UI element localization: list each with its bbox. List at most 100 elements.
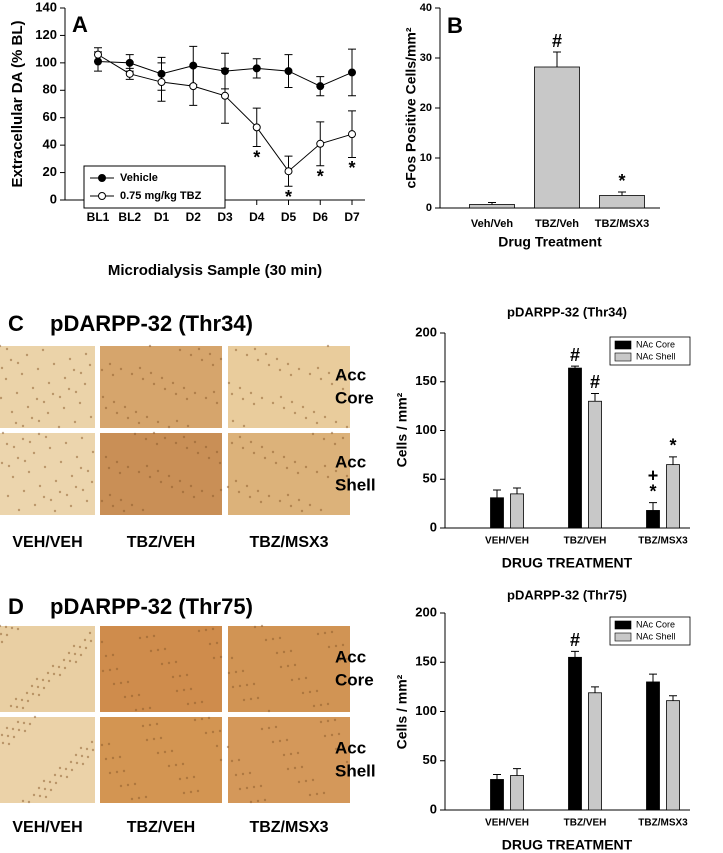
cell-dot	[323, 631, 327, 635]
cell-dot	[5, 726, 9, 730]
error-bar	[513, 768, 521, 776]
cell-dot	[204, 396, 208, 400]
annotation: *	[618, 171, 625, 191]
cell-dot	[148, 344, 152, 348]
cell-dot	[47, 679, 51, 683]
cell-dot	[62, 658, 66, 662]
cell-dot	[137, 470, 141, 474]
cell-dot	[80, 754, 84, 758]
cell-dot	[79, 746, 83, 750]
cell-dot	[130, 797, 134, 801]
cell-dot	[185, 776, 189, 780]
cell-dot	[90, 740, 94, 744]
panel-letter: A	[72, 12, 88, 37]
cell-dot	[167, 474, 171, 478]
cell-dot	[6, 494, 10, 498]
cell-dot	[145, 415, 149, 419]
cell-dot	[293, 411, 297, 415]
cell-dot	[315, 792, 319, 796]
cell-dot	[17, 508, 21, 512]
cell-dot	[4, 625, 8, 629]
cell-dot	[319, 508, 323, 512]
y-tick-label: 50	[423, 471, 437, 486]
cell-dot	[54, 479, 58, 483]
cell-dot	[238, 386, 242, 390]
cell-dot	[315, 421, 319, 425]
marker	[189, 82, 198, 91]
cell-dot	[319, 703, 323, 707]
cell-dot	[200, 489, 204, 493]
cell-dot	[80, 436, 84, 440]
x-tick-label: D6	[313, 210, 329, 224]
micrograph	[100, 717, 222, 803]
cell-dot	[289, 752, 293, 756]
cell-dot	[275, 651, 279, 655]
cell-dot	[234, 670, 238, 674]
cell-dot	[49, 788, 53, 792]
cell-dot	[72, 368, 76, 372]
cell-dot	[322, 791, 326, 795]
cell-dot	[219, 758, 223, 762]
cell-dot	[42, 686, 46, 690]
cell-dot	[12, 735, 16, 739]
cell-dot	[327, 371, 331, 375]
cell-dot	[9, 704, 13, 708]
cell-dot	[53, 773, 57, 777]
marker	[157, 78, 166, 87]
cell-dot	[341, 387, 345, 391]
cell-dot	[141, 724, 145, 728]
cell-dot	[115, 667, 119, 671]
cell-dot	[112, 400, 116, 404]
cell-dot	[104, 455, 108, 459]
marker	[316, 82, 325, 91]
cell-dot	[326, 719, 330, 723]
row-label: Core	[335, 388, 374, 407]
cell-dot	[263, 798, 267, 802]
cell-dot	[21, 799, 25, 803]
cell-dot	[155, 722, 159, 726]
cell-dot	[126, 465, 130, 469]
cell-dot	[41, 348, 45, 352]
annotation: +	[648, 465, 659, 485]
cell-dot	[285, 466, 289, 470]
cell-dot	[47, 381, 51, 385]
cell-dot	[0, 366, 4, 370]
cell-dot	[286, 664, 290, 668]
cell-dot	[74, 753, 78, 757]
bar	[646, 681, 660, 811]
legend-label: 0.75 mg/kg TBZ	[120, 190, 202, 202]
cell-dot	[67, 387, 71, 391]
cell-dot	[100, 499, 104, 503]
cell-dot	[138, 636, 142, 640]
cell-dot	[167, 425, 171, 429]
x-tick-label: D1	[154, 210, 170, 224]
annotation: #	[590, 372, 600, 392]
cell-dot	[72, 644, 76, 648]
cell-dot	[149, 371, 153, 375]
cell-dot	[234, 348, 238, 352]
cell-dot	[133, 782, 137, 786]
x-tick-label: TBZ/Veh	[535, 218, 579, 230]
cell-dot	[241, 446, 245, 450]
cell-dot	[193, 391, 197, 395]
y-tick-label: 60	[43, 109, 57, 124]
cell-dot	[279, 395, 283, 399]
row-label: Shell	[335, 761, 376, 780]
bar	[588, 400, 602, 529]
cell-dot	[304, 676, 308, 680]
panel-title: pDARPP-32 (Thr34)	[50, 311, 253, 336]
cell-dot	[1, 741, 5, 745]
annotation: *	[348, 158, 355, 178]
cell-dot	[75, 455, 79, 459]
cell-dot	[58, 490, 62, 494]
cell-dot	[345, 425, 349, 429]
cell-dot	[28, 440, 32, 444]
cell-dot	[90, 480, 94, 484]
cell-dot	[141, 508, 145, 512]
cell-dot	[107, 742, 111, 746]
cell-dot	[68, 357, 72, 361]
cell-dot	[189, 353, 193, 357]
cell-dot	[12, 445, 16, 449]
cell-dot	[51, 664, 55, 668]
cell-dot	[341, 436, 345, 440]
